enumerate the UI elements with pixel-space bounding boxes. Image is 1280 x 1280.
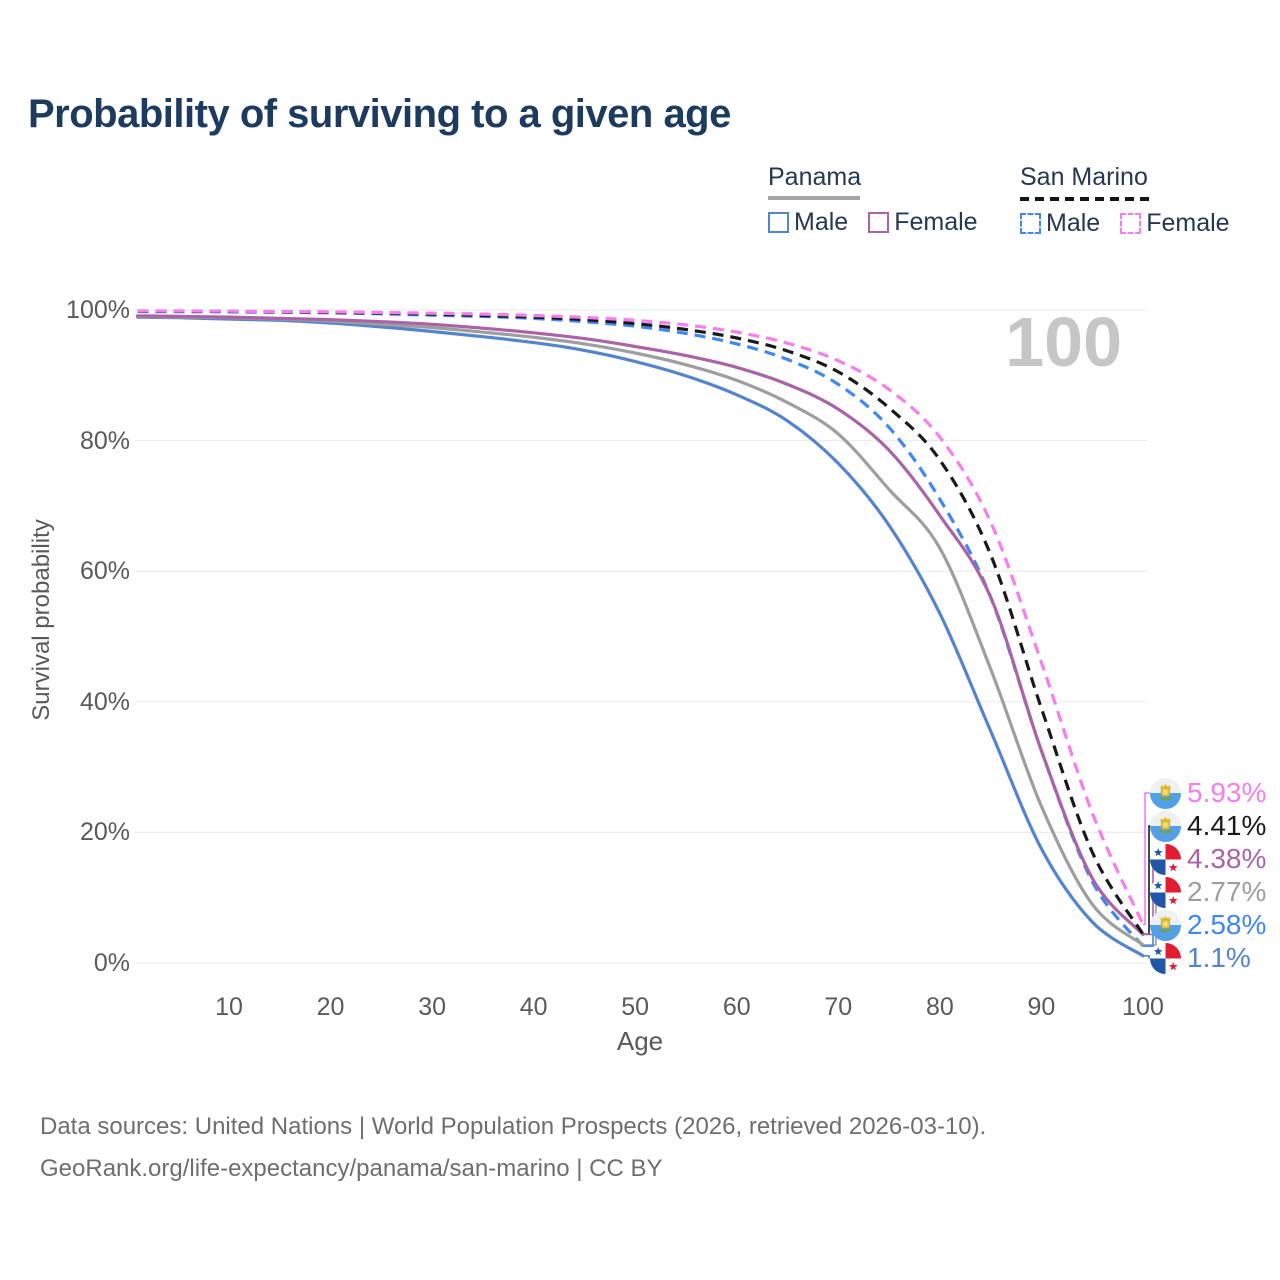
end-label-row-panama-both-sexes: 2.77%	[1150, 876, 1266, 908]
data-sources-text: Data sources: United Nations | World Pop…	[40, 1113, 987, 1140]
y-tick-label: 20%	[79, 818, 130, 847]
end-label-row-san-marino-both-sexes: 4.41%	[1150, 810, 1266, 842]
legend-group-title: San Marino	[1020, 163, 1148, 191]
x-tick-label: 20	[316, 993, 345, 1021]
series-end-value: 2.77%	[1187, 876, 1267, 907]
san-marino-female-swatch	[1120, 212, 1142, 234]
panama-line-sample	[768, 196, 860, 200]
series-end-value: 1.1%	[1187, 942, 1251, 973]
end-label-row-panama-male: 1.1%	[1150, 942, 1251, 974]
panama-female-swatch	[868, 212, 890, 233]
san-marino-flag-icon	[1150, 810, 1181, 842]
star-icon	[1168, 895, 1178, 904]
curve-san-marino-both-sexes	[137, 309, 1145, 936]
legend-group-panama: Panama Male Female	[768, 163, 998, 237]
attribution-text: GeoRank.org/life-expectancy/panama/san-m…	[40, 1155, 663, 1182]
curve-san-marino-female	[137, 309, 1145, 925]
y-tick-label: 0%	[93, 949, 130, 977]
y-tick-label: 60%	[79, 557, 130, 586]
series-end-value: 4.38%	[1187, 843, 1267, 874]
star-icon	[1168, 961, 1178, 970]
x-tick-label: 100	[1122, 993, 1164, 1021]
x-tick-label: 30	[418, 993, 446, 1021]
end-label-row-panama-female: 4.38%	[1150, 843, 1266, 875]
panama-flag-icon	[1150, 942, 1181, 974]
legend-group-title: Panama	[768, 163, 862, 191]
y-tick-label: 80%	[79, 426, 130, 455]
panama-male-swatch	[768, 212, 789, 233]
series-end-value: 2.58%	[1187, 909, 1267, 940]
legend-item-san-marino-male[interactable]: Male	[1020, 209, 1100, 238]
x-tick-label: 50	[621, 993, 650, 1021]
legend-item-label: Male	[1046, 208, 1101, 237]
star-icon	[1153, 880, 1163, 889]
curve-panama-male	[136, 315, 1145, 958]
legend-item-label: Female	[894, 208, 978, 236]
legend-item-panama-female[interactable]: Female	[868, 208, 978, 237]
x-tick-label: 60	[722, 993, 751, 1021]
star-icon	[1153, 847, 1163, 856]
end-label-row-san-marino-male: 2.58%	[1150, 909, 1266, 941]
curve-san-marino-male	[137, 309, 1145, 948]
star-icon	[1168, 862, 1178, 871]
y-tick-label: 40%	[79, 687, 130, 716]
san-marino-male-swatch	[1020, 212, 1041, 234]
legend-item-san-marino-female[interactable]: Female	[1120, 208, 1230, 238]
x-tick-label: 40	[519, 993, 548, 1021]
legend-group-san-marino: San Marino Male Female	[1020, 163, 1250, 238]
series-end-value: 4.41%	[1187, 810, 1267, 841]
san-marino-flag-icon	[1150, 909, 1181, 941]
legend-item-label: Female	[1146, 208, 1230, 237]
x-tick-label: 10	[215, 993, 243, 1021]
series-end-value: 5.93%	[1187, 777, 1267, 808]
page-title: Probability of surviving to a given age	[28, 92, 731, 136]
san-marino-line-sample	[1020, 197, 1151, 201]
x-axis-title: Age	[616, 1026, 664, 1056]
end-label-row-san-marino-female: 5.93%	[1150, 777, 1266, 809]
legend-item-label: Male	[794, 208, 849, 236]
legend-item-panama-male[interactable]: Male	[768, 208, 848, 237]
y-tick-label: 100%	[66, 295, 130, 324]
x-tick-label: 90	[1027, 993, 1056, 1021]
panama-flag-icon	[1150, 876, 1181, 908]
curve-panama-both-sexes	[136, 314, 1145, 947]
star-icon	[1153, 946, 1163, 955]
san-marino-flag-icon	[1150, 777, 1181, 809]
x-tick-label: 70	[824, 993, 853, 1021]
panama-flag-icon	[1150, 843, 1181, 875]
footer: Data sources: United Nations | World Pop…	[40, 1106, 986, 1190]
x-tick-label: 80	[925, 993, 954, 1021]
curve-panama-female	[136, 314, 1145, 936]
hovered-age-annotation: 100	[1005, 303, 1122, 381]
label-leader-line	[1143, 792, 1152, 926]
